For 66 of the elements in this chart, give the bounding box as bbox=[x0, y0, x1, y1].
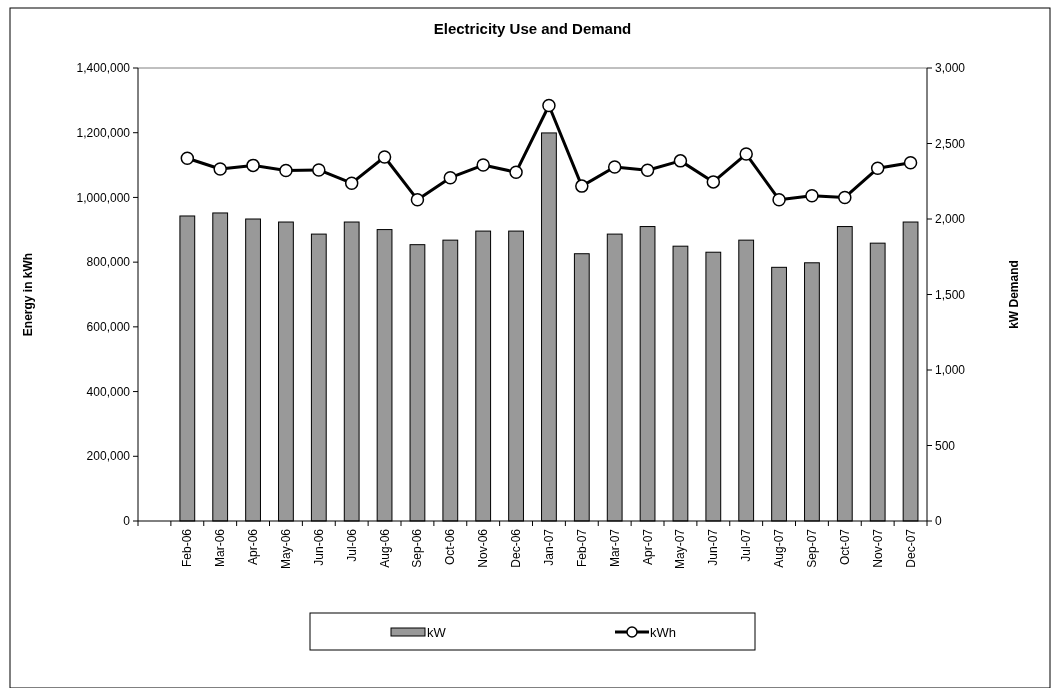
x-tick-label: Dec-06 bbox=[509, 528, 524, 568]
x-tick-label: Aug-07 bbox=[772, 528, 787, 568]
x-tick-label: Dec-07 bbox=[903, 528, 918, 568]
y-tick-label: 200,000 bbox=[86, 449, 131, 464]
y-tick-label: 800,000 bbox=[86, 255, 131, 270]
point bbox=[706, 175, 721, 189]
point bbox=[213, 162, 227, 176]
y2-tick-label: 2,500 bbox=[935, 136, 966, 151]
y2-tick-label: 500 bbox=[935, 438, 956, 453]
point bbox=[739, 147, 753, 161]
point bbox=[344, 176, 359, 190]
x-tick-label: May-06 bbox=[278, 528, 293, 570]
x-tick-label: Aug-06 bbox=[377, 528, 392, 568]
y-tick-label: 1,000,000 bbox=[76, 190, 131, 205]
point bbox=[870, 161, 885, 176]
point bbox=[838, 190, 852, 205]
y2-tick-label: 3,000 bbox=[935, 61, 966, 76]
x-tick-label: Jun-07 bbox=[706, 528, 721, 566]
point bbox=[476, 158, 490, 172]
x-tick-label: Apr-06 bbox=[246, 528, 261, 566]
x-tick-label: Oct-07 bbox=[837, 528, 852, 566]
x-tick-label: Nov-07 bbox=[870, 528, 885, 568]
y-tick-label: 1,400,000 bbox=[76, 61, 131, 76]
point bbox=[410, 192, 425, 207]
x-tick-label: Jul-07 bbox=[739, 528, 754, 562]
point bbox=[903, 156, 918, 170]
point bbox=[312, 163, 326, 177]
y-tick-label: 0 bbox=[123, 514, 131, 529]
x-tick-label: Nov-06 bbox=[476, 528, 491, 568]
y-tick-label: 600,000 bbox=[86, 320, 131, 335]
y2-tick-label: 2,000 bbox=[935, 212, 966, 227]
point bbox=[640, 163, 655, 177]
x-tick-label: Jul-06 bbox=[344, 528, 359, 562]
point bbox=[607, 160, 622, 174]
point bbox=[542, 98, 556, 113]
y2-tick-label: 0 bbox=[935, 514, 942, 529]
legend-label: kW bbox=[427, 624, 447, 640]
y2-tick-label: 1,500 bbox=[935, 287, 966, 302]
x-tick-label: Jun-06 bbox=[311, 528, 326, 566]
x-tick-label: Apr-07 bbox=[640, 528, 655, 566]
x-tick-label: Oct-06 bbox=[443, 528, 458, 566]
point bbox=[443, 170, 458, 185]
chart-title: Electricity Use and Demand bbox=[433, 20, 632, 37]
legend-label: kWh bbox=[650, 624, 676, 640]
x-tick-label: Feb-07 bbox=[574, 528, 589, 568]
y2-tick-label: 1,000 bbox=[935, 363, 966, 378]
point bbox=[246, 158, 260, 173]
x-tick-label: Sep-06 bbox=[410, 528, 425, 568]
x-tick-label: Jan-07 bbox=[541, 528, 556, 566]
point bbox=[673, 154, 688, 168]
y-tick-label: 400,000 bbox=[86, 384, 131, 399]
point bbox=[575, 179, 589, 193]
x-tick-label: May-07 bbox=[673, 528, 688, 570]
y-tick-label: 1,200,000 bbox=[76, 125, 131, 140]
point bbox=[509, 165, 523, 179]
x-tick-label: Mar-07 bbox=[607, 528, 622, 568]
point bbox=[377, 150, 392, 164]
y-axis-title: Energy in kWh bbox=[21, 252, 35, 337]
point bbox=[772, 192, 786, 207]
x-tick-label: Sep-07 bbox=[804, 528, 819, 568]
point bbox=[180, 151, 195, 166]
x-tick-label: Feb-06 bbox=[180, 528, 195, 568]
point bbox=[805, 189, 819, 203]
point bbox=[279, 163, 293, 178]
y2-axis-title: kW Demand bbox=[1007, 260, 1021, 329]
x-tick-label: Mar-06 bbox=[213, 528, 228, 568]
